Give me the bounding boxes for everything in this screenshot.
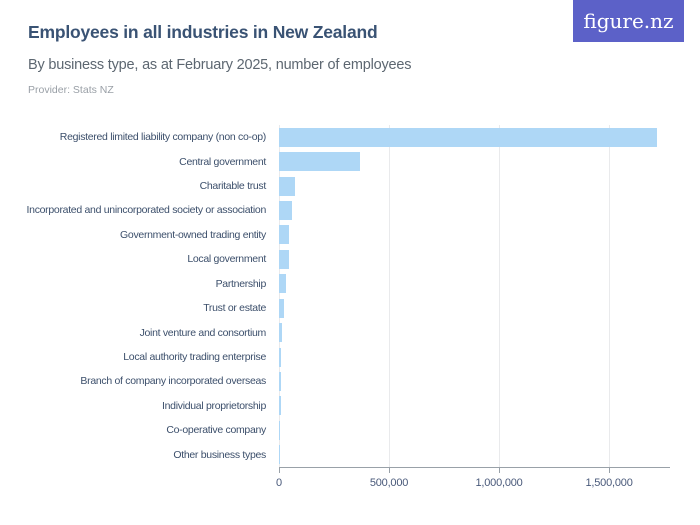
category-label: Incorporated and unincorporated society … [26,204,267,217]
figurenz-logo-text: figure.nz [583,9,674,33]
bar[interactable] [279,347,282,367]
bar[interactable] [279,127,658,147]
bar-row: Charitable trust [0,174,670,198]
bar[interactable] [279,176,295,196]
x-axis: 0 500,000 1,000,000 1,500,000 [276,467,670,500]
bar[interactable] [279,396,281,416]
bar-track [279,152,670,172]
bar-row: Individual proprietorship [0,394,670,418]
bar-track [279,396,670,416]
category-label: Branch of company incorporated overseas [80,375,266,388]
axis-tick [389,468,391,473]
bar[interactable] [279,225,289,245]
bar-row: Government-owned trading entity [0,223,670,247]
bar-rows: Registered limited liability company (no… [0,125,670,467]
category-label: Individual proprietorship [162,399,266,412]
axis-tick-label: 500,000 [369,477,409,489]
bar-row: Local government [0,247,670,271]
category-label: Co-operative company [166,424,266,437]
category-label: Joint venture and consortium [139,326,267,339]
bar-track [279,274,670,294]
provider-label: Provider: Stats NZ [28,84,114,96]
bar[interactable] [279,200,292,220]
bar-track [279,127,670,147]
category-label: Partnership [215,277,267,290]
gridline [499,125,501,467]
category-label: Registered limited liability company (no… [59,131,267,144]
bar-row: Local authority trading enterprise [0,345,670,369]
category-label: Local government [187,253,266,266]
bar[interactable] [279,298,285,318]
bar[interactable] [279,371,282,391]
bar-track [279,347,670,367]
category-label: Government-owned trading entity [120,228,266,241]
bar-row: Co-operative company [0,418,670,442]
category-label: Other business types [173,448,266,461]
chart-subtitle: By business type, as at February 2025, n… [28,57,412,73]
gridline [279,125,280,467]
bar[interactable] [279,420,280,440]
bar-row: Central government [0,149,670,173]
gridlines [279,125,670,467]
bar-row: Incorporated and unincorporated society … [0,198,670,222]
bar-row: Branch of company incorporated overseas [0,369,670,393]
bar-row: Other business types [0,442,670,466]
figurenz-logo[interactable]: figure.nz [573,0,684,42]
category-label: Local authority trading enterprise [123,351,266,363]
page-title: Employees in all industries in New Zeala… [28,22,378,42]
bar-track [279,200,670,220]
gridline [389,125,391,467]
bar-track [279,445,670,465]
bar[interactable] [279,323,282,343]
category-label: Central government [179,155,266,168]
bar-track [279,371,670,391]
bar-row: Registered limited liability company (no… [0,125,670,149]
axis-tick-label: 1,500,000 [585,477,633,489]
axis-tick [499,468,501,473]
bar-row: Joint venture and consortium [0,320,670,344]
bar[interactable] [279,152,361,172]
axis-tick-label: 1,000,000 [475,477,523,489]
gridline [609,125,611,467]
bar-track [279,298,670,318]
bar-track [279,249,670,269]
bar-row: Partnership [0,272,670,296]
axis-tick [279,468,280,473]
bar-track [279,420,670,440]
bar-track [279,323,670,343]
category-label: Trust or estate [203,302,266,315]
category-label: Charitable trust [199,180,267,193]
axis-tick-label: 0 [276,477,282,489]
bar[interactable] [279,274,287,294]
bar-track [279,176,670,196]
bar-row: Trust or estate [0,296,670,320]
bar[interactable] [279,249,289,269]
bar-track [279,225,670,245]
axis-tick [609,468,611,473]
